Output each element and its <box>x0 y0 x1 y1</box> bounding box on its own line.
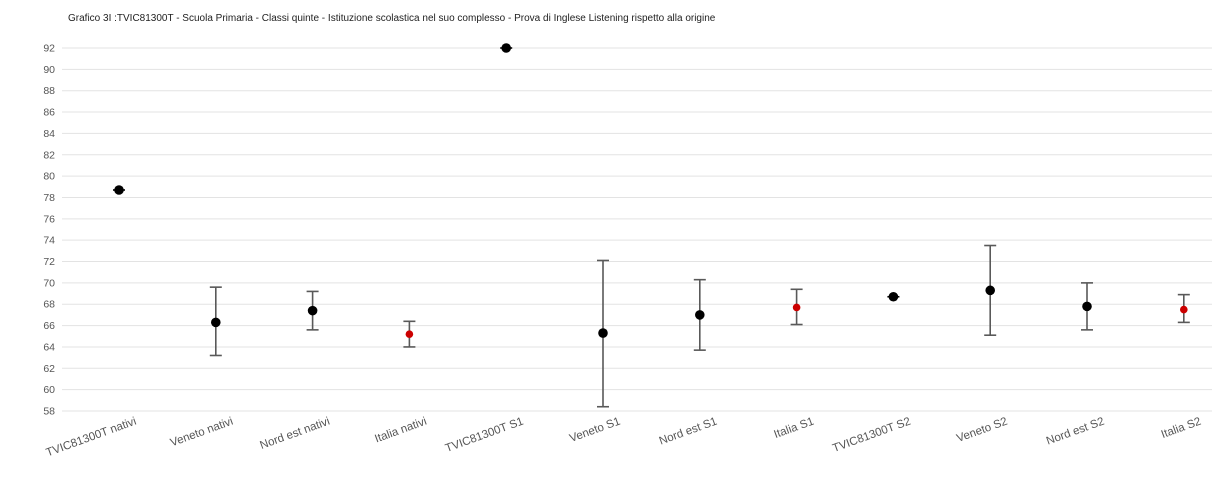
x-tick-label: Italia S1 <box>772 416 815 441</box>
gridlines <box>62 47 1212 412</box>
y-tick-label: 74 <box>43 235 55 247</box>
x-tick-label: Italia S2 <box>1160 416 1203 441</box>
y-tick-label: 92 <box>43 43 55 55</box>
y-tick-label: 72 <box>43 256 55 268</box>
data-point <box>211 317 221 328</box>
x-tick-label: Nord est nativi <box>258 416 331 452</box>
x-tick-label: TVIC81300T S1 <box>444 416 525 455</box>
x-tick-label: Veneto nativi <box>169 416 235 450</box>
y-tick-label: 86 <box>43 107 55 119</box>
x-tick-label: Veneto S1 <box>568 416 622 445</box>
data-point <box>888 291 899 302</box>
data-point <box>985 285 995 296</box>
x-tick-label: TVIC81300T S2 <box>831 416 912 455</box>
y-tick-label: 82 <box>43 149 55 161</box>
y-tick-label: 88 <box>43 85 55 97</box>
y-tick-label: 70 <box>43 277 55 289</box>
y-tick-label: 90 <box>43 64 55 76</box>
data-point <box>598 328 608 338</box>
y-tick-label: 80 <box>43 171 55 183</box>
x-axis-ticks: TVIC81300T nativi Veneto nativi Nord est n… <box>45 416 1203 460</box>
y-tick-label: 76 <box>43 213 55 225</box>
y-tick-label: 64 <box>43 341 55 353</box>
y-tick-label: 58 <box>43 406 55 418</box>
x-tick-label: Nord est S1 <box>658 416 719 448</box>
data-point <box>792 303 801 312</box>
data-point <box>501 43 512 53</box>
data-point <box>695 310 705 320</box>
data-points <box>114 43 1188 338</box>
data-point <box>1180 305 1188 314</box>
y-tick-label: 62 <box>43 363 55 375</box>
y-tick-label: 60 <box>43 384 55 396</box>
x-tick-label: Nord est S2 <box>1045 416 1106 448</box>
data-point <box>405 330 414 338</box>
data-point <box>307 305 318 316</box>
error-bars <box>113 47 1190 408</box>
y-tick-label: 66 <box>43 320 55 332</box>
x-tick-label: Veneto S2 <box>955 416 1009 445</box>
x-tick-label: TVIC81300T nativi <box>45 416 138 460</box>
y-tick-label: 78 <box>43 192 55 204</box>
y-tick-label: 68 <box>43 299 55 311</box>
data-point <box>1082 301 1092 312</box>
y-tick-label: 84 <box>43 128 55 140</box>
data-point <box>114 185 124 195</box>
chart-title: Grafico 3I :TVIC81300T - Scuola Primaria… <box>68 13 716 24</box>
x-tick-label: Italia nativi <box>373 416 428 446</box>
y-axis-ticks: 58 60 62 64 66 68 70 72 74 76 78 80 82 84 86 88 90 92 <box>43 43 55 418</box>
